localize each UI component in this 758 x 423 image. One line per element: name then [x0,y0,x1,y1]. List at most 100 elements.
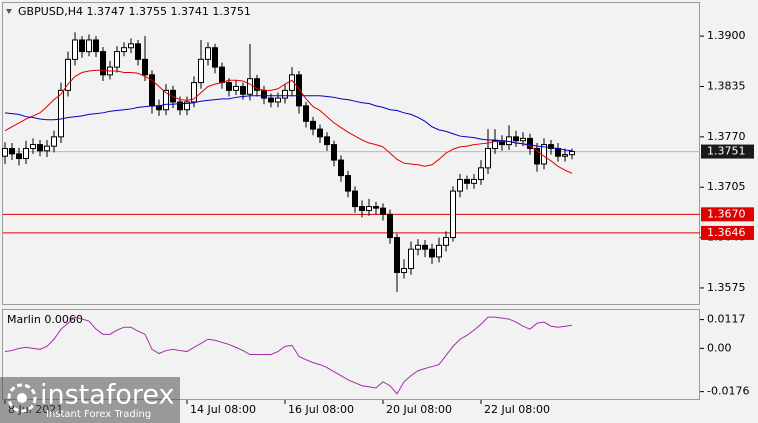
candle-body [30,144,36,149]
x-tick-label: 22 Jul 08:00 [484,403,550,416]
candle-body [275,97,281,103]
candle-body [478,167,484,180]
title-icon [6,9,12,14]
candle-body [44,145,50,152]
y-tick-label: 1.3705 [707,180,746,193]
candle-body [247,78,253,95]
candle-body [128,43,134,49]
level-label: 1.3646 [707,226,746,239]
candle-body [485,147,491,169]
candle-body [282,89,288,99]
candle-body [443,237,449,246]
candle-body [184,101,190,111]
candle-body [394,237,400,273]
candle-body [2,147,8,157]
candle-body [359,206,365,211]
candle-body [23,147,29,160]
candle-body [569,151,575,156]
moving-average [4,95,573,152]
candle-body [527,137,533,149]
candle-body [436,244,442,258]
candle-body [72,39,78,60]
candle-body [520,137,526,142]
indicator-tick-label: 0.00 [707,341,732,354]
candle-body [240,85,246,95]
candle-body [233,85,239,91]
candle-body [219,66,225,84]
level-label-box [701,207,754,222]
candle-body [506,136,512,146]
x-tick-label: 20 Jul 08:00 [386,403,452,416]
indicator-title: Marlin 0.0060 [7,313,83,326]
candle-body [156,105,162,111]
candle-body [268,97,274,103]
candle-body [296,74,302,107]
candle-body [548,144,554,149]
moving-average [4,69,573,174]
candle-body [254,78,260,91]
indicator-line [4,316,573,395]
candle-body [16,153,22,160]
watermark: instaforex Instant Forex Trading [0,377,180,423]
chart-title: GBPUSD,H4 1.3747 1.3755 1.3741 1.3751 [18,5,251,18]
candle-body [324,136,330,146]
candle-body [261,89,267,99]
candle-body [191,82,197,103]
watermark-box [0,377,180,423]
candle-body [51,136,57,147]
candle-body [555,147,561,157]
candle-body [338,159,344,177]
candle-body [37,144,43,152]
candle-body [408,248,414,270]
watermark-brand: instaforex [40,380,174,411]
candle-body [86,39,92,53]
candle-body [352,190,358,208]
candle-body [65,58,71,91]
level-label: 1.3670 [707,207,746,220]
candle-body [317,128,323,138]
candle-body [142,58,148,76]
candle-body [450,190,456,239]
candle-body [513,136,519,142]
last-price-box [701,144,754,159]
candle-body [303,105,309,122]
indicator-tick-label: 0.0117 [707,313,746,326]
candle-body [212,47,218,68]
candle-body [177,101,183,111]
candle-body [114,51,120,68]
level-label-box [701,225,754,240]
candle-body [79,39,85,53]
candle-body [387,213,393,239]
candle-body [205,47,211,60]
candle-body [471,178,477,184]
candle-body [464,178,470,184]
y-tick-label: 1.3900 [707,29,746,42]
candle-body [93,39,99,53]
candle-body [422,244,428,250]
candle-body [415,244,421,250]
candle-body [331,144,337,161]
candle-body [429,248,435,258]
candle-body [534,147,540,165]
candle-body [401,268,407,273]
candle-body [9,147,15,155]
watermark-tagline: Instant Forex Trading [46,409,151,420]
candle-body [380,207,386,215]
y-tick-label: 1.3575 [707,281,746,294]
candle-body [121,47,127,53]
indicator-panel [2,309,700,400]
candle-body [457,178,463,192]
candle-body [345,175,351,192]
candle-body [135,43,141,60]
candle-body [310,120,316,130]
candle-body [226,82,232,91]
last-price-label: 1.3751 [707,145,746,158]
candle-body [58,89,64,138]
candle-body [366,206,372,211]
watermark-logo [7,383,37,413]
candle-body [100,51,106,76]
candle-body [198,58,204,84]
